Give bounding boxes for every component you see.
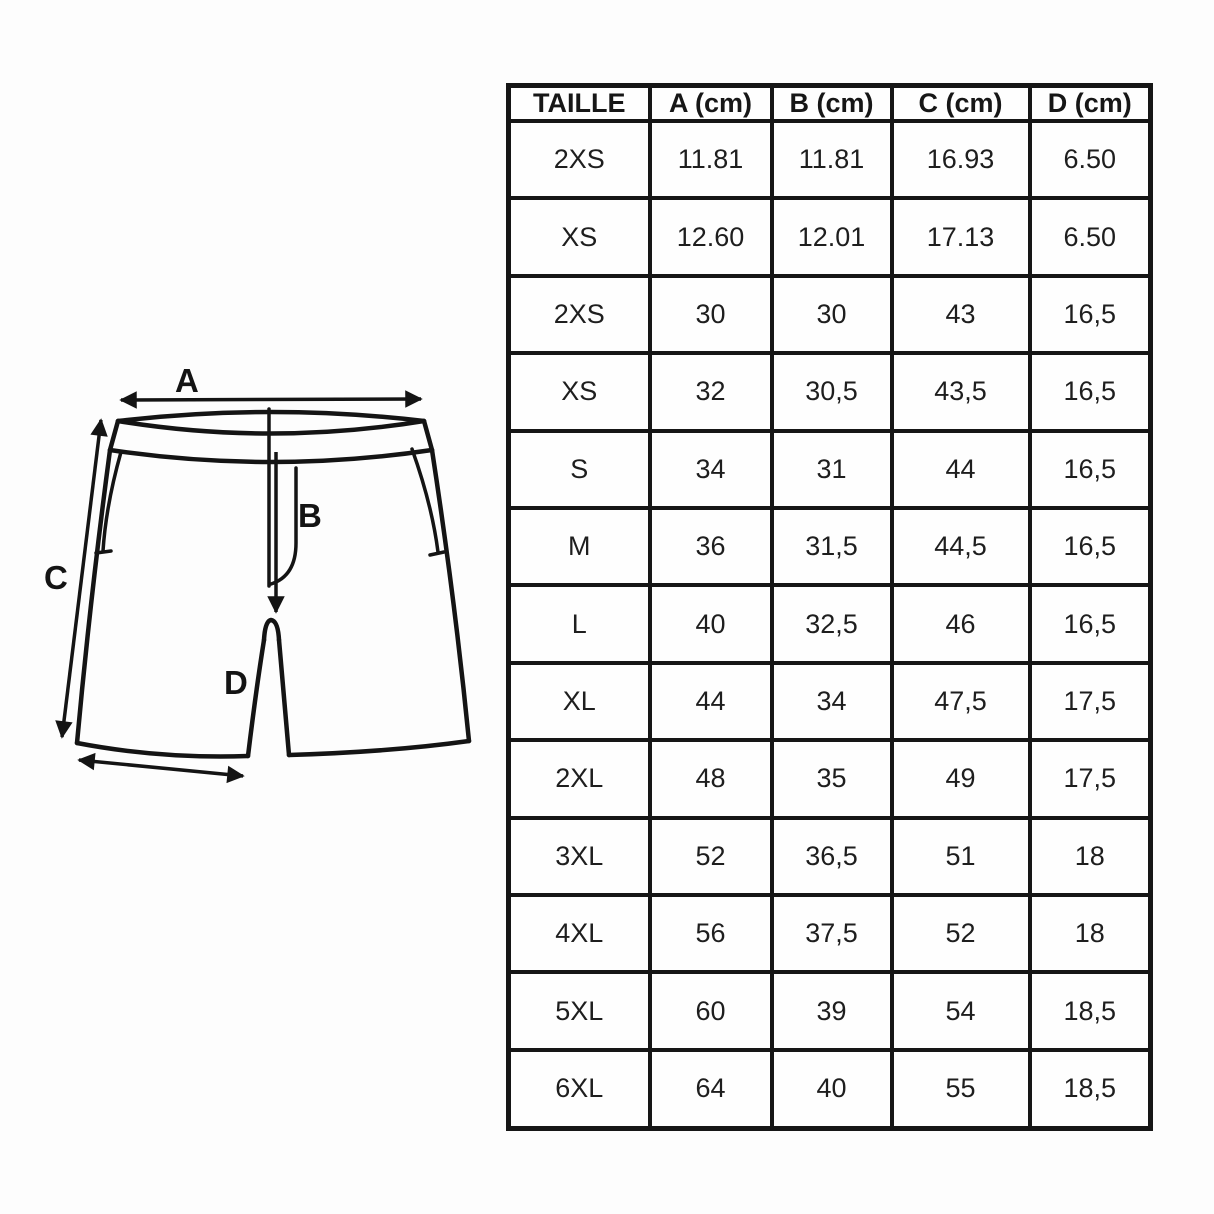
size-chart-table: TAILLE A (cm) B (cm) C (cm) D (cm) 2XS 11.81 1…: [506, 83, 1153, 1131]
size-label-cell: XL: [506, 660, 652, 743]
column-header: C (cm): [889, 83, 1032, 123]
shorts-body-outline: [74, 447, 472, 759]
size-label-cell: 5XL: [506, 970, 652, 1052]
measurement-cell: 40: [647, 583, 774, 665]
measurement-cell: 54: [889, 970, 1032, 1052]
measurement-cell: 12.60: [647, 196, 774, 278]
measurement-cell: 44: [647, 660, 774, 743]
table-row: XS 32 30,5 43,5 16,5: [506, 351, 1153, 433]
table-row: 4XL 56 37,5 52 18: [506, 893, 1153, 975]
label-c: C: [44, 559, 68, 596]
table-row: S 34 31 44 16,5: [506, 428, 1153, 511]
table-row: 6XL 64 40 55 18,5: [506, 1047, 1153, 1131]
label-a: A: [175, 362, 199, 399]
table-row: 3XL 52 36,5 51 18: [506, 815, 1153, 898]
measurement-cell: 32: [647, 351, 774, 433]
measurement-cell: 31: [769, 428, 894, 511]
size-label-cell: 2XS: [506, 118, 652, 201]
table-body: 2XS 11.81 11.81 16.93 6.50 XS 12.60 12.01 17.13 6…: [506, 118, 1153, 1131]
measurement-cell: 35: [769, 738, 894, 820]
measurement-cell: 18: [1027, 815, 1153, 898]
size-label-cell: 2XS: [506, 273, 652, 356]
measurement-cell: 43: [889, 273, 1032, 356]
measurement-cell: 18: [1027, 893, 1153, 975]
measurement-cell: 30: [647, 273, 774, 356]
table-row: 2XS 11.81 11.81 16.93 6.50: [506, 118, 1153, 201]
measurement-cell: 40: [769, 1047, 894, 1131]
measurement-cell: 56: [647, 893, 774, 975]
measurement-cell: 60: [647, 970, 774, 1052]
column-header: A (cm): [647, 83, 774, 123]
measurement-cell: 44: [889, 428, 1032, 511]
size-label-cell: 4XL: [506, 893, 652, 975]
table-row: L 40 32,5 46 16,5: [506, 583, 1153, 665]
measurement-cell: 11.81: [647, 118, 774, 201]
leg-opening-arrow-d: [77, 752, 245, 784]
shorts-diagram-svg: A B C D: [44, 362, 472, 784]
measurement-cell: 16,5: [1027, 506, 1153, 588]
label-d: D: [224, 664, 248, 701]
measurement-cell: 16,5: [1027, 583, 1153, 665]
size-label-cell: 3XL: [506, 815, 652, 898]
size-label-cell: M: [506, 506, 652, 588]
measurement-cell: 48: [647, 738, 774, 820]
measurement-cell: 30: [769, 273, 894, 356]
measurement-cell: 47,5: [889, 660, 1032, 743]
size-label-cell: 6XL: [506, 1047, 652, 1131]
measurement-cell: 34: [647, 428, 774, 511]
size-label-cell: XS: [506, 196, 652, 278]
width-arrow-a: [119, 390, 423, 409]
measurement-cell: 46: [889, 583, 1032, 665]
measurement-cell: 6.50: [1027, 118, 1153, 201]
column-header: D (cm): [1027, 83, 1153, 123]
measurement-cell: 18,5: [1027, 1047, 1153, 1131]
table-row: 5XL 60 39 54 18,5: [506, 970, 1153, 1052]
size-label-cell: XS: [506, 351, 652, 433]
measurement-cell: 43,5: [889, 351, 1032, 433]
measurement-cell: 17,5: [1027, 660, 1153, 743]
measurement-cell: 6.50: [1027, 196, 1153, 278]
measurement-cell: 36: [647, 506, 774, 588]
measurement-cell: 18,5: [1027, 970, 1153, 1052]
measurement-cell: 16,5: [1027, 351, 1153, 433]
measurement-cell: 32,5: [769, 583, 894, 665]
size-label-cell: S: [506, 428, 652, 511]
column-header: B (cm): [769, 83, 894, 123]
measurement-cell: 37,5: [769, 893, 894, 975]
measurement-cell: 31,5: [769, 506, 894, 588]
waistband-outline: [107, 409, 435, 465]
measurement-cell: 16.93: [889, 118, 1032, 201]
size-label-cell: 2XL: [506, 738, 652, 820]
measurement-cell: 49: [889, 738, 1032, 820]
measurement-cell: 52: [889, 893, 1032, 975]
measurement-cell: 17,5: [1027, 738, 1153, 820]
shorts-measurement-diagram: A B C D: [30, 345, 500, 815]
measurement-cell: 36,5: [769, 815, 894, 898]
measurement-cell: 30,5: [769, 351, 894, 433]
measurement-cell: 52: [647, 815, 774, 898]
measurement-cell: 64: [647, 1047, 774, 1131]
table-row: 2XS 30 30 43 16,5: [506, 273, 1153, 356]
column-header: TAILLE: [506, 83, 652, 123]
measurement-cell: 16,5: [1027, 273, 1153, 356]
measurement-cell: 17.13: [889, 196, 1032, 278]
label-b: B: [298, 497, 322, 534]
measurement-cell: 11.81: [769, 118, 894, 201]
table-row: 2XL 48 35 49 17,5: [506, 738, 1153, 820]
pocket-right-line: [410, 447, 446, 557]
measurement-cell: 16,5: [1027, 428, 1153, 511]
measurement-cell: 44,5: [889, 506, 1032, 588]
measurement-cell: 12.01: [769, 196, 894, 278]
table-row: XS 12.60 12.01 17.13 6.50: [506, 196, 1153, 278]
measurement-cell: 39: [769, 970, 894, 1052]
side-length-arrow-c: [55, 418, 108, 739]
size-label-cell: L: [506, 583, 652, 665]
measurement-cell: 51: [889, 815, 1032, 898]
table-row: M 36 31,5 44,5 16,5: [506, 506, 1153, 588]
table-header-row: TAILLE A (cm) B (cm) C (cm) D (cm): [506, 83, 1153, 123]
measurement-cell: 34: [769, 660, 894, 743]
measurement-cell: 55: [889, 1047, 1032, 1131]
table-row: XL 44 34 47,5 17,5: [506, 660, 1153, 743]
